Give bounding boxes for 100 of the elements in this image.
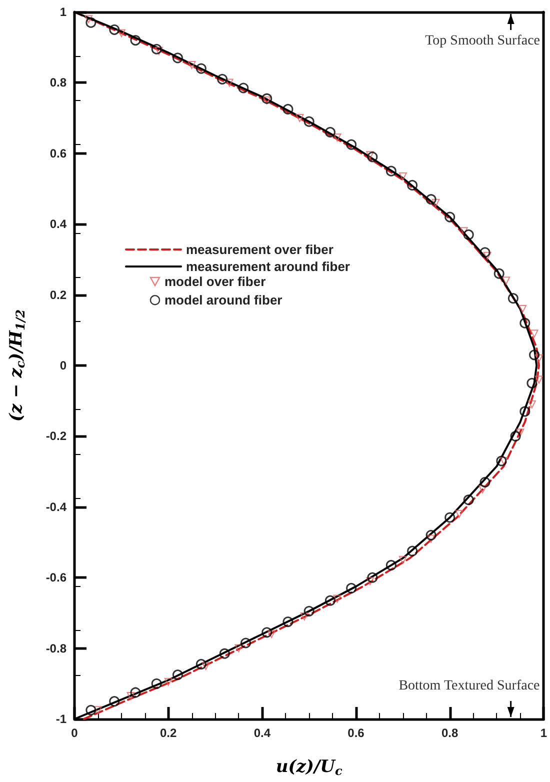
point (346, 139, 357, 150)
point (426, 194, 436, 205)
point (460, 227, 468, 236)
point (268, 630, 276, 638)
y-tick-label: -0.6 (46, 570, 67, 585)
point (480, 476, 490, 488)
point (219, 648, 230, 659)
y-tick-label: 1 (60, 5, 67, 19)
y-tick-label: 0.8 (50, 76, 67, 90)
y-tick-label: 0.6 (50, 146, 67, 160)
point (234, 644, 243, 652)
point (510, 430, 521, 442)
point (196, 658, 206, 670)
point (366, 577, 374, 586)
x-tick-label: 0.8 (441, 726, 458, 740)
point (483, 252, 492, 260)
point (386, 560, 396, 570)
point (444, 512, 456, 523)
point (262, 93, 272, 104)
point (202, 662, 210, 670)
point (463, 494, 474, 506)
point (432, 198, 440, 207)
point (109, 24, 120, 35)
point (463, 229, 474, 240)
point (530, 330, 538, 338)
point (427, 534, 436, 543)
point (398, 172, 407, 180)
point (151, 678, 162, 689)
point (238, 82, 249, 94)
point (84, 15, 93, 24)
point (296, 114, 304, 122)
point (126, 692, 135, 700)
x-tick-label: 1 (540, 726, 548, 740)
legend-label: model around fiber (164, 292, 282, 308)
y-tick-label: -1 (56, 712, 67, 726)
point (508, 293, 518, 304)
point (217, 74, 228, 84)
point (520, 318, 530, 328)
point (534, 376, 543, 384)
point (262, 96, 271, 104)
point (502, 276, 510, 285)
y-tick-label: 0.2 (50, 288, 67, 302)
y-axis-title: (z − zc)/H1/2 (6, 309, 28, 422)
point (516, 428, 524, 437)
point (109, 696, 120, 707)
point (367, 572, 378, 583)
point (151, 44, 162, 54)
point (520, 406, 530, 417)
point (188, 61, 196, 70)
point (426, 530, 436, 540)
annotation: Bottom Textured Surface (398, 678, 540, 694)
point (528, 400, 536, 408)
y-tick-label: -0.8 (46, 641, 67, 656)
point (117, 29, 126, 38)
point (94, 706, 102, 714)
point (496, 456, 507, 466)
point (282, 104, 294, 114)
point (196, 63, 206, 74)
point (367, 152, 378, 162)
point (455, 510, 464, 518)
legend-label: model over fiber (164, 274, 266, 290)
point (407, 546, 418, 556)
point (282, 616, 294, 628)
point (494, 268, 504, 279)
point (86, 704, 96, 716)
point (262, 627, 272, 638)
point (386, 166, 396, 176)
point (164, 678, 172, 686)
point (172, 670, 183, 680)
point (86, 17, 96, 28)
annotation: Top Smooth Surface (425, 34, 540, 48)
point (526, 378, 538, 388)
point (324, 126, 336, 138)
point (304, 116, 314, 127)
x-tick-label: 0 (71, 726, 78, 740)
point (480, 247, 490, 258)
point (304, 606, 314, 616)
x-tick-label: 0.2 (160, 726, 177, 740)
point (346, 582, 357, 594)
y-tick-label: 0 (60, 358, 67, 372)
point (500, 456, 508, 465)
point (444, 212, 456, 222)
point (130, 35, 141, 46)
point (478, 485, 487, 494)
point (398, 556, 407, 564)
point (366, 151, 374, 160)
point (240, 638, 251, 648)
point (534, 354, 543, 362)
point (300, 612, 308, 620)
point (407, 180, 418, 190)
point (333, 594, 342, 603)
point (130, 687, 141, 698)
point (172, 52, 183, 64)
y-tick-label: -0.2 (46, 429, 67, 444)
legend-label: measurement around fiber (186, 259, 350, 274)
y-tick-label: 0.4 (50, 217, 67, 232)
point (225, 78, 234, 87)
x-tick-label: 0.6 (348, 726, 365, 740)
point (333, 133, 342, 142)
legend-label: measurement over fiber (186, 242, 334, 257)
